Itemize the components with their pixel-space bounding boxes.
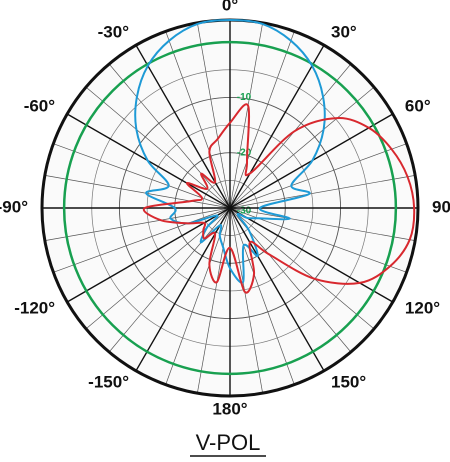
spoke: [66, 207, 231, 303]
minor-spoke: [229, 31, 295, 209]
angle-label: 30°: [331, 23, 357, 42]
minor-spoke: [53, 207, 231, 273]
minor-spoke: [229, 86, 375, 209]
pattern-line: [142, 103, 416, 294]
ring-label: -10: [237, 92, 252, 103]
spoke: [229, 44, 325, 209]
chart-title: V-POL: [196, 430, 261, 455]
angle-label: 0°: [222, 0, 238, 14]
ring-label: -30: [237, 206, 252, 217]
angle-label: 150°: [331, 372, 366, 391]
minor-spoke: [197, 22, 231, 209]
minor-spoke: [229, 207, 295, 385]
minor-spoke: [229, 207, 375, 330]
angle-label: 120°: [405, 298, 440, 317]
minor-spoke: [85, 86, 231, 209]
reference-ring: [62, 40, 398, 376]
angle-label: -150°: [88, 372, 129, 391]
angle-label: 90°: [432, 197, 450, 216]
pattern-line: [134, 18, 326, 284]
minor-spoke: [229, 143, 407, 209]
angle-label: -30°: [98, 23, 130, 42]
minor-spoke: [229, 22, 263, 209]
minor-spoke: [229, 207, 416, 241]
minor-spoke: [229, 63, 352, 209]
minor-spoke: [108, 63, 231, 209]
angle-label: -90°: [0, 197, 28, 216]
minor-spoke: [197, 207, 231, 394]
minor-spoke: [165, 31, 231, 209]
spoke: [229, 207, 394, 303]
angle-label: 180°: [212, 399, 247, 418]
minor-spoke: [44, 175, 231, 209]
minor-spoke: [229, 207, 263, 394]
minor-spoke: [229, 175, 416, 209]
minor-spoke: [44, 207, 231, 241]
spoke: [229, 207, 325, 372]
angle-label: -120°: [14, 298, 55, 317]
angle-label: 60°: [405, 96, 431, 115]
ring-label: -20: [237, 147, 252, 158]
minor-spoke: [108, 207, 231, 353]
angle-label: -60°: [24, 96, 56, 115]
